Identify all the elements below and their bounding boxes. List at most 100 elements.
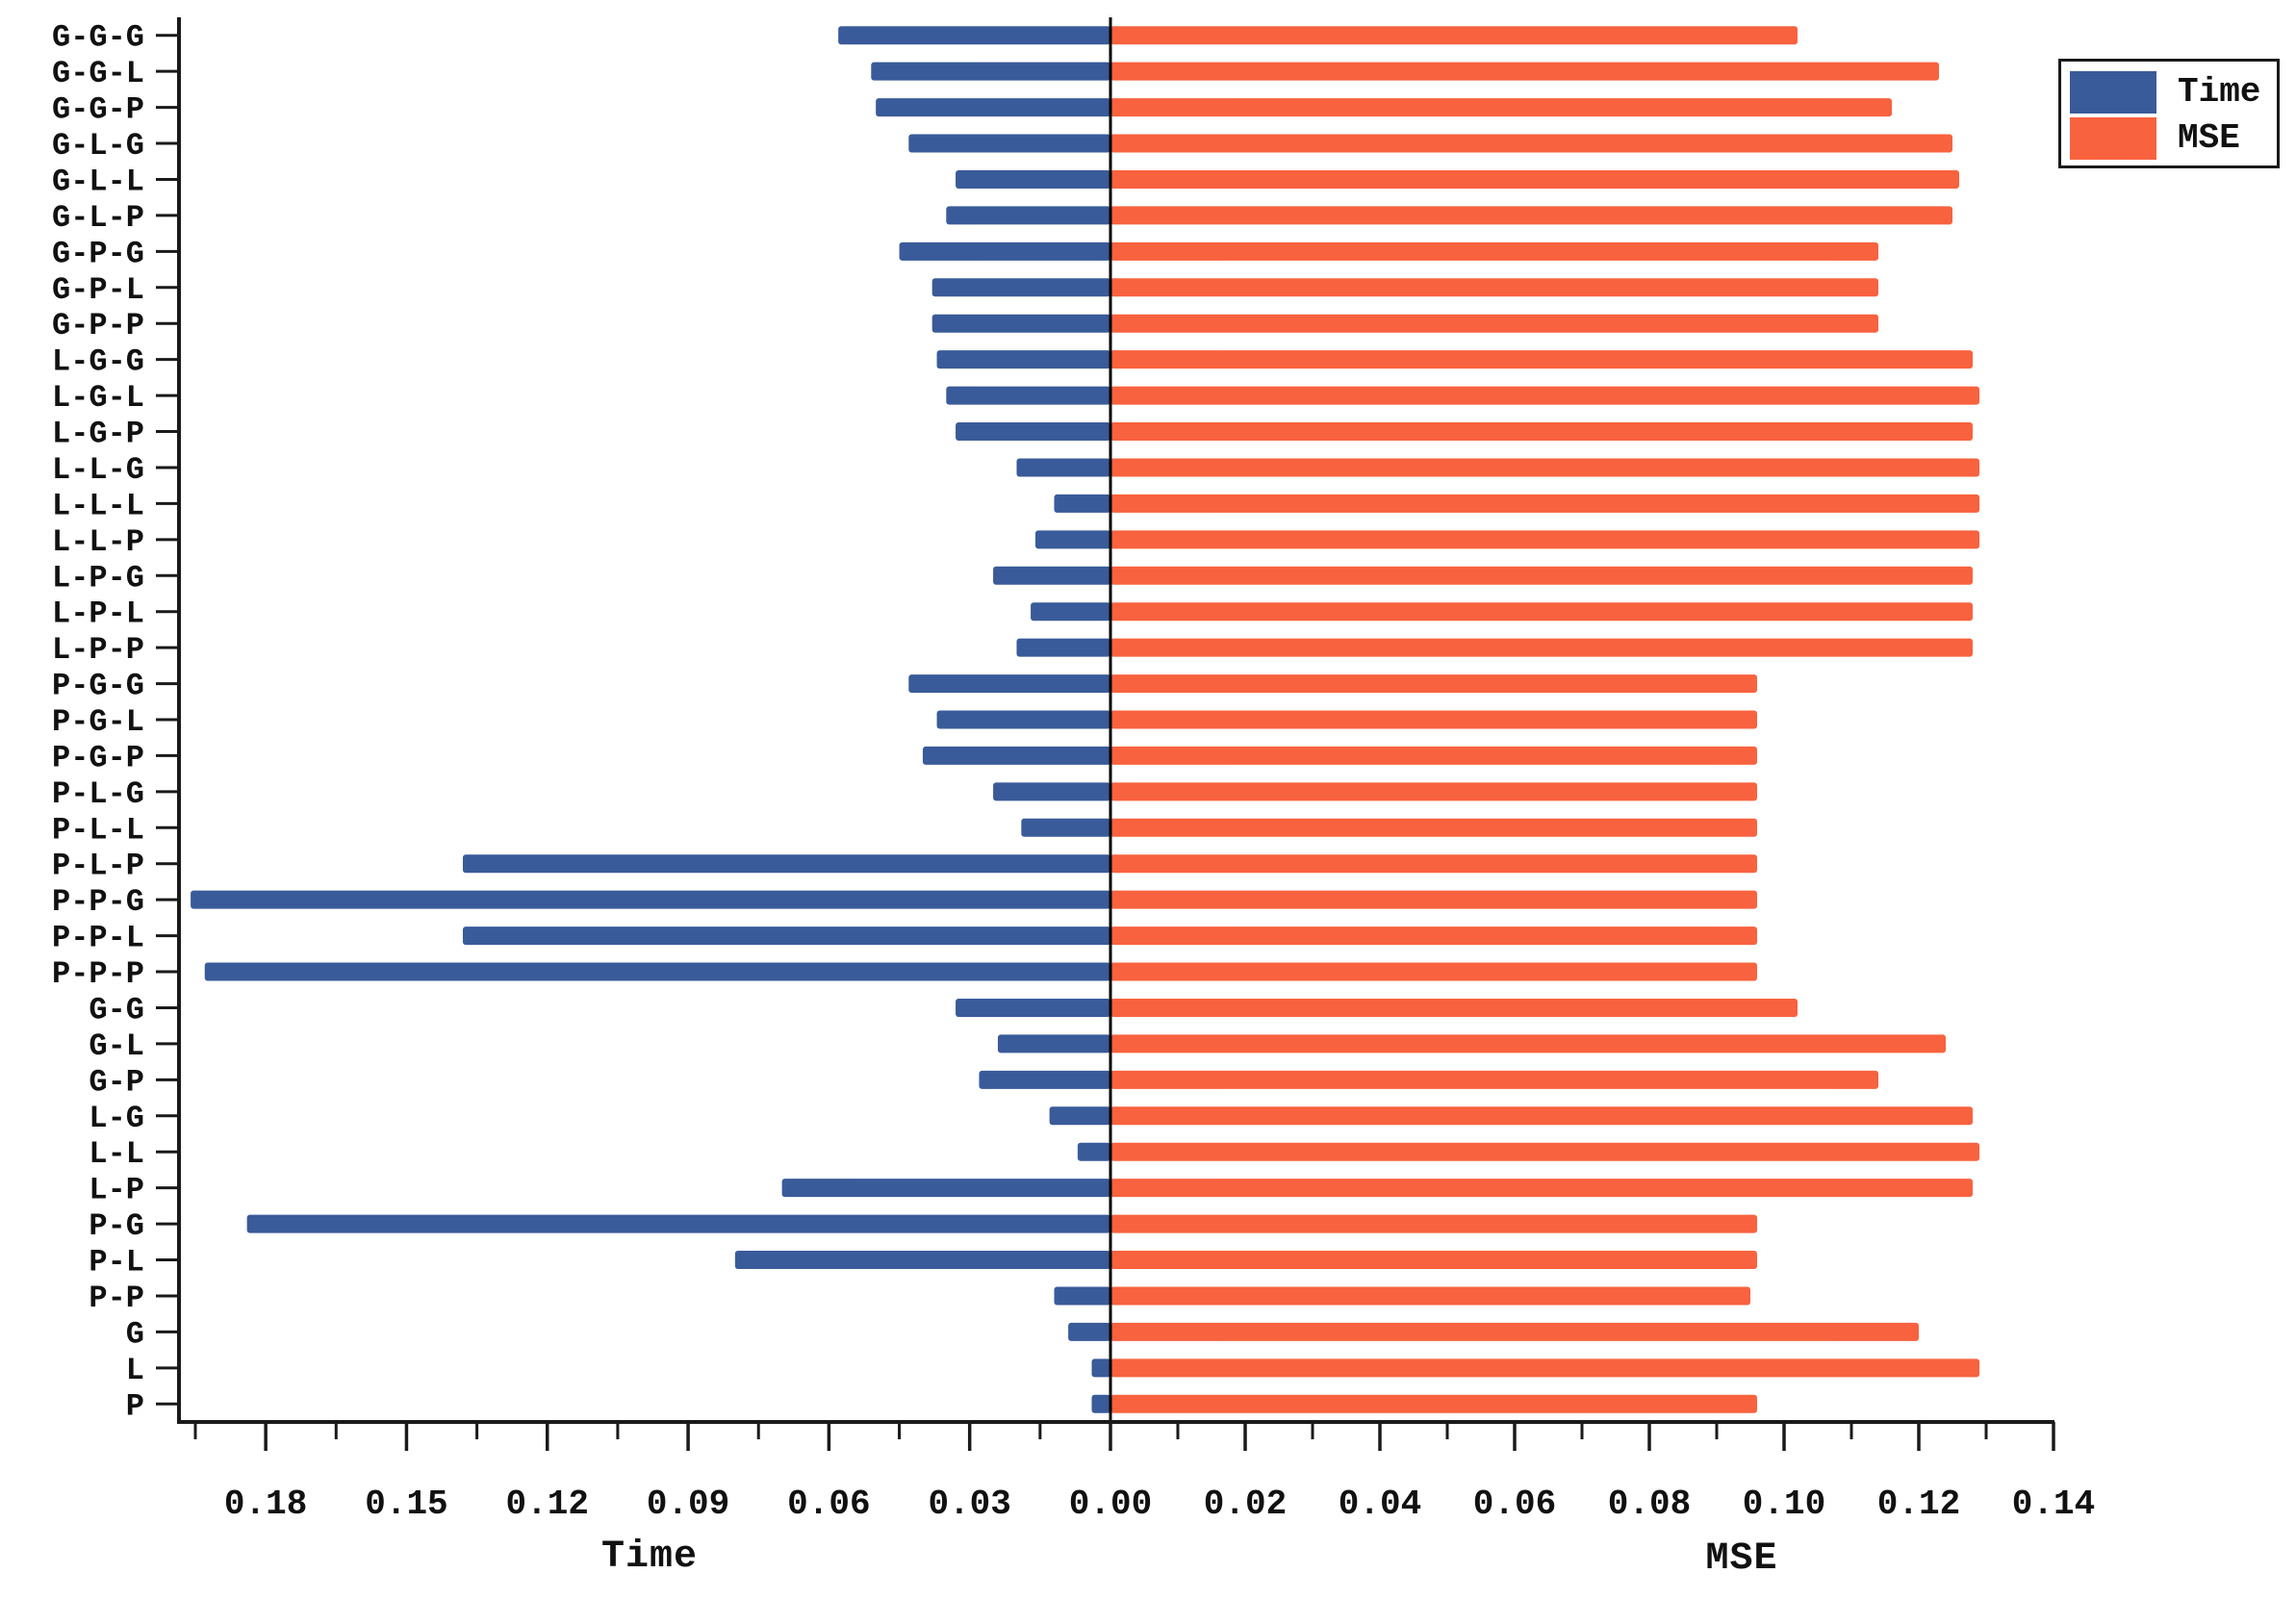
- mse-bar-G-G-G: [1110, 26, 1798, 45]
- mse-bar-G-G-P: [1110, 98, 1892, 117]
- legend-label-mse: MSE: [2178, 118, 2240, 158]
- time-bar-L-L: [1077, 1142, 1110, 1161]
- y-tick-label-G-L: G-L: [89, 1028, 144, 1064]
- legend-item-time: Time: [2070, 70, 2260, 114]
- y-tick-label-L-P-G: L-P-G: [52, 560, 144, 596]
- y-tick-label-P-G-L: P-G-L: [52, 704, 144, 740]
- y-tick-label-P-G-P: P-G-P: [52, 740, 144, 775]
- x-axis-title-mse: MSE: [1705, 1537, 1778, 1581]
- mse-bar-P: [1110, 1394, 1757, 1413]
- legend-swatch-time: [2070, 71, 2156, 114]
- time-bar-L-G-P: [956, 422, 1110, 442]
- y-tick-label-L-P: L-P: [89, 1173, 144, 1208]
- time-bar-L-G-G: [936, 350, 1110, 369]
- mse-bar-P-L-P: [1110, 854, 1757, 874]
- mse-bar-G-L-P: [1110, 206, 1952, 225]
- mse-bar-L-G-L: [1110, 386, 1979, 405]
- x-tick-label-right: 0.02: [1204, 1485, 1287, 1524]
- time-bar-L-P-L: [1031, 602, 1110, 622]
- mse-bar-P-P-L: [1110, 926, 1757, 946]
- time-bar-P-P: [1054, 1286, 1110, 1306]
- y-tick-label-L-G-P: L-G-P: [52, 417, 144, 452]
- mse-bar-L: [1110, 1358, 1979, 1378]
- time-bar-P-P-L: [462, 926, 1110, 946]
- y-tick-label-G-L-G: G-L-G: [52, 128, 144, 164]
- x-tick-label-right: 0.12: [1877, 1485, 1960, 1524]
- y-tick-label-P-P-L: P-P-L: [52, 921, 144, 956]
- legend: Time MSE: [2058, 59, 2280, 168]
- time-bar-L-P-G: [993, 566, 1110, 585]
- mse-bar-G-P-P: [1110, 314, 1878, 333]
- time-bar-G-P-L: [931, 278, 1110, 297]
- y-tick-label-L-G-G: L-G-G: [52, 344, 144, 380]
- time-bar-G-P-P: [931, 314, 1110, 333]
- y-tick-label-L-P-P: L-P-P: [52, 632, 144, 668]
- mse-bar-P-L-L: [1110, 818, 1757, 837]
- mse-bar-P-G: [1110, 1214, 1757, 1233]
- time-bar-G: [1068, 1322, 1110, 1341]
- time-bar-P-G-L: [936, 710, 1110, 729]
- x-tick-label-right: 0.08: [1608, 1485, 1691, 1524]
- y-tick-label-G-G-L: G-G-L: [52, 56, 144, 91]
- time-bar-G-L-L: [956, 169, 1110, 189]
- y-tick-label-G-P-G: G-P-G: [52, 236, 144, 271]
- time-bar-P-L-L: [1021, 818, 1110, 837]
- mse-bar-P-P-P: [1110, 962, 1757, 981]
- legend-item-mse: MSE: [2070, 116, 2240, 161]
- time-bar-P-L-P: [462, 854, 1110, 874]
- y-tick-label-P: P: [126, 1388, 144, 1424]
- time-bar-G-P: [979, 1070, 1110, 1089]
- mse-bar-L-P-P: [1110, 638, 1973, 657]
- mse-bar-P-L-G: [1110, 782, 1757, 801]
- time-bar-G-P-G: [899, 241, 1110, 261]
- y-tick-label-L-L-L: L-L-L: [52, 488, 144, 523]
- y-tick-label-L-L-G: L-L-G: [52, 452, 144, 488]
- mse-bar-L-L: [1110, 1142, 1979, 1161]
- time-bar-L-L-P: [1034, 530, 1110, 549]
- y-tick-label-L-G: L-G: [89, 1101, 144, 1136]
- y-tick-label-P-P-P: P-P-P: [52, 956, 144, 992]
- mse-bar-L-P-L: [1110, 602, 1973, 622]
- mse-bar-G-L-L: [1110, 169, 1959, 189]
- x-tick-label-left: 0.12: [506, 1485, 589, 1524]
- y-tick-label-G-P: G-P: [89, 1064, 144, 1100]
- time-bar-G-L: [997, 1034, 1110, 1053]
- legend-swatch-mse: [2070, 117, 2156, 160]
- y-tick-label-G-P-P: G-P-P: [52, 308, 144, 343]
- time-bar-P-G: [246, 1214, 1111, 1233]
- mse-bar-L-G-G: [1110, 350, 1973, 369]
- mse-bar-P-P: [1110, 1286, 1750, 1306]
- y-tick-label-G-L-L: G-L-L: [52, 164, 144, 199]
- x-tick-label-right: 0.14: [2012, 1485, 2095, 1524]
- time-bar-G-G-L: [871, 62, 1110, 81]
- time-bar-L-P: [781, 1179, 1110, 1198]
- y-tick-label-P-L: P-L: [89, 1245, 144, 1281]
- time-bar-L-G: [1049, 1106, 1110, 1126]
- mse-bar-G-G-L: [1110, 62, 1939, 81]
- y-tick-label-G-G: G-G: [89, 992, 144, 1028]
- y-tick-label-L-L-P: L-L-P: [52, 524, 144, 560]
- mse-bar-G-L: [1110, 1034, 1946, 1053]
- mse-bar-L-G: [1110, 1106, 1973, 1126]
- mse-bar-G-P-L: [1110, 278, 1878, 297]
- x-tick-label-left: 0.09: [647, 1485, 729, 1524]
- time-bar-G-G-G: [838, 26, 1110, 45]
- y-tick-label-G: G: [126, 1316, 144, 1352]
- y-tick-label-P-P-G: P-P-G: [52, 884, 144, 920]
- time-bar-G-L-P: [946, 206, 1110, 225]
- time-bar-G-L-G: [908, 134, 1110, 153]
- y-tick-label-G-G-G: G-G-G: [52, 20, 144, 56]
- y-tick-label-G-L-P: G-L-P: [52, 200, 144, 236]
- y-tick-label-L-G-L: L-G-L: [52, 380, 144, 416]
- mse-bar-G-L-G: [1110, 134, 1952, 153]
- y-tick-label-L-L: L-L: [89, 1136, 144, 1172]
- y-tick-label-G-G-P: G-G-P: [52, 92, 144, 128]
- time-bar-L: [1091, 1358, 1110, 1378]
- y-tick-label-P-L-L: P-L-L: [52, 812, 144, 848]
- mse-bar-P-G-G: [1110, 674, 1757, 694]
- mse-bar-G-P: [1110, 1070, 1878, 1089]
- time-bar-L-P-P: [1016, 638, 1110, 657]
- time-bar-G-G-P: [876, 98, 1110, 117]
